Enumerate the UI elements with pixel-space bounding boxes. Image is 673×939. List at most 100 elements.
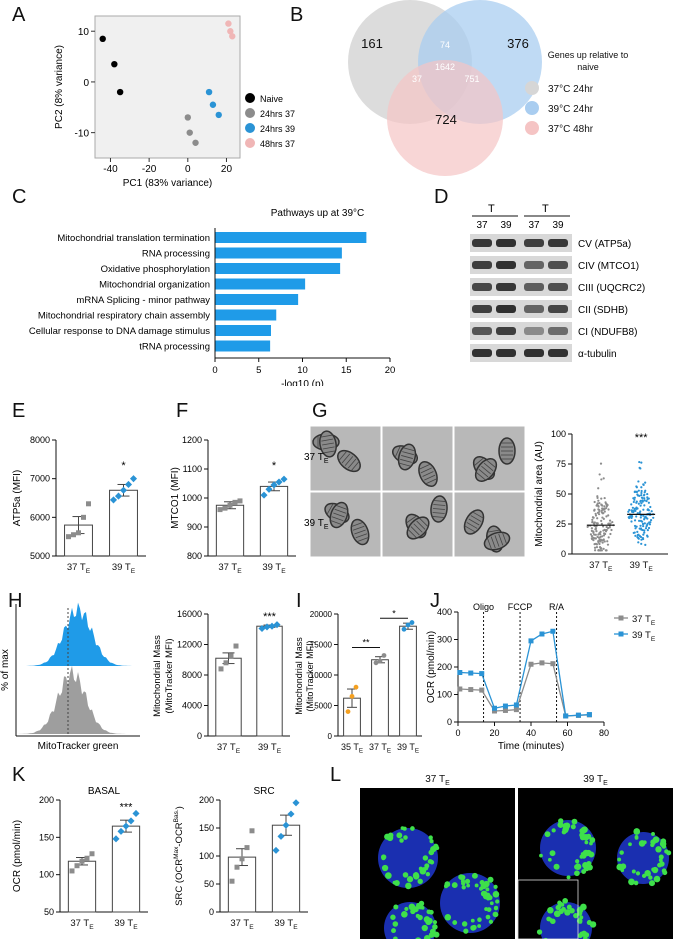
panel-f-sig: *	[272, 460, 277, 472]
panel-i-bar-1	[371, 659, 389, 737]
panel-letter-f: F	[176, 400, 189, 422]
em-crista-0-1-2-4	[399, 462, 411, 467]
panel-g-dot-1-92	[647, 497, 650, 500]
panel-g-dot-0-37	[593, 549, 597, 552]
pathway-xtick-label-2: 10	[297, 365, 308, 376]
panel-k2-ytick-label-1: 50	[204, 879, 214, 889]
pathways-title: Pathways up at 39°C	[271, 208, 365, 219]
pca-xtick-label-2: 0	[185, 164, 191, 175]
panel-f-point-0-1	[222, 505, 228, 511]
pca-legend-swatch-1	[245, 108, 255, 118]
panel-e-xlabel-0: 37 TE	[67, 562, 91, 575]
venn-count-only37: 161	[361, 36, 383, 51]
panel-g-dot-1-133	[644, 543, 647, 546]
panel-g-dot-0-115	[599, 533, 602, 536]
em-crista-1-0-1-4	[356, 537, 369, 542]
panel-g-dot-1-147	[640, 542, 643, 545]
em-crista-1-0-1-3	[355, 533, 368, 539]
panel-j-point-1-4	[502, 703, 508, 709]
panel-e-point-1-0	[109, 496, 118, 504]
panel-k2-point-1-2	[282, 821, 290, 829]
panel-g-dot-0-129	[590, 527, 594, 530]
confocal-mito-1-0-11	[553, 863, 560, 870]
pathway-label-0: Mitochondrial translation termination	[57, 233, 210, 244]
confocal-mito-1-0-46	[589, 841, 593, 846]
venn-count-bc: 751	[464, 74, 479, 84]
panel-f-ytick-label-4: 1200	[182, 435, 202, 445]
venn-legend-swatch-39-24	[525, 101, 539, 115]
pathway-xtick-label-0: 0	[212, 365, 217, 376]
pca-legend-label-3: 48hrs 37	[260, 139, 295, 149]
confocal-mito-0-2-14	[426, 909, 432, 915]
panel-g-dot-1-129	[646, 522, 649, 525]
blot-band-5-3	[548, 349, 568, 357]
panel-j-ytick-label-1: 100	[437, 690, 452, 700]
panel-i-point-0-2	[353, 684, 359, 690]
panel-i-sig-1: **	[362, 638, 370, 648]
panel-e-point-0-0	[66, 534, 71, 540]
panel-g-dot-1-138	[635, 500, 638, 503]
em-crista-0-1-1-4	[425, 478, 437, 485]
blot-strip-2	[470, 278, 572, 296]
venn-count-only39: 376	[507, 36, 529, 51]
panel-g-dot-0-30	[594, 512, 597, 515]
confocal-mito-0-2-35	[410, 908, 416, 915]
blot-t-label-2: T	[542, 203, 549, 215]
panel-g-dot-0-38	[600, 522, 603, 525]
panel-g-dot-0-16	[594, 514, 598, 517]
panel-letter-b: B	[290, 4, 304, 26]
panel-k1-point-0-3	[84, 855, 90, 861]
em-crista-0-2-2-0	[486, 459, 496, 469]
panel-g-dot-1-135	[643, 531, 646, 534]
confocal-mito-0-1-37	[480, 883, 487, 890]
confocal-mito-1-2-1	[547, 907, 554, 914]
blot-strip-4	[470, 322, 572, 340]
em-crista-1-0-2-4	[330, 520, 343, 525]
panel-g-dot-1-96	[634, 527, 637, 530]
pathway-bar-1	[215, 247, 342, 259]
panel-j-xtick-label-2: 40	[526, 728, 536, 738]
panel-g-dot-1-38	[640, 461, 643, 464]
panel-g-dot-1-29	[636, 530, 639, 533]
pca-ytick-label-1: 0	[83, 78, 89, 89]
mtco1-bar-chart: 800 900 1000 1100 1200 37 TE 39 TE * MTCO1 (MFI)	[170, 435, 296, 575]
em-crista-0-1-0-0	[394, 446, 401, 458]
panel-letter-c: C	[12, 186, 27, 208]
pca-xlabel: PC1 (83% variance)	[123, 178, 212, 188]
panel-k2-point-0-4	[249, 828, 255, 834]
confocal-mito-1-1-23	[653, 875, 661, 883]
panel-f-ytick-label-1: 900	[187, 522, 202, 532]
panel-g-dot-0-128	[590, 529, 593, 532]
confocal-mito-1-1-44	[631, 869, 636, 874]
panel-g-dot-1-36	[636, 535, 639, 539]
confocal-mito-1-2-37	[553, 910, 561, 918]
em-crista-0-2-2-2	[481, 465, 491, 475]
panel-g-dot-1-86	[633, 524, 637, 528]
panel-g-dot-1-40	[648, 523, 652, 526]
panel-g-dot-1-58	[647, 501, 650, 504]
blot-strip-0	[470, 234, 572, 252]
confocal-mito-0-0-15	[392, 880, 397, 885]
pca-point-3-1	[227, 28, 234, 35]
panel-j-xtick-label-0: 0	[455, 728, 460, 738]
panel-k2-title: SRC	[253, 786, 274, 797]
pathway-label-1: RNA processing	[142, 249, 210, 260]
panel-j-point-1-3	[492, 705, 497, 711]
panel-g-dot-1-91	[641, 522, 645, 526]
confocal-mito-0-0-38	[400, 826, 405, 831]
panel-g-dot-1-47	[642, 525, 645, 528]
blot-lane-2: 39	[500, 220, 512, 231]
panel-h-ytick-label-4: 16000	[177, 609, 202, 619]
em-crista-0-0-1-1	[341, 453, 351, 464]
panel-g-dot-1-70	[641, 528, 644, 532]
panel-letter-k: K	[12, 764, 26, 786]
venn-legend-39-24: 39°C 24hr	[548, 104, 594, 115]
panel-g-dot-0-44	[599, 462, 603, 465]
confocal-mito-0-0-22	[428, 849, 435, 856]
panel-g-dot-0-2	[602, 534, 606, 537]
panel-g-dot-0-104	[607, 514, 610, 517]
panel-g-dot-1-34	[643, 522, 646, 525]
hist-39-curve	[16, 602, 140, 666]
hist-xlabel: MitoTracker green	[38, 741, 119, 752]
confocal-mito-0-0-47	[410, 826, 415, 831]
